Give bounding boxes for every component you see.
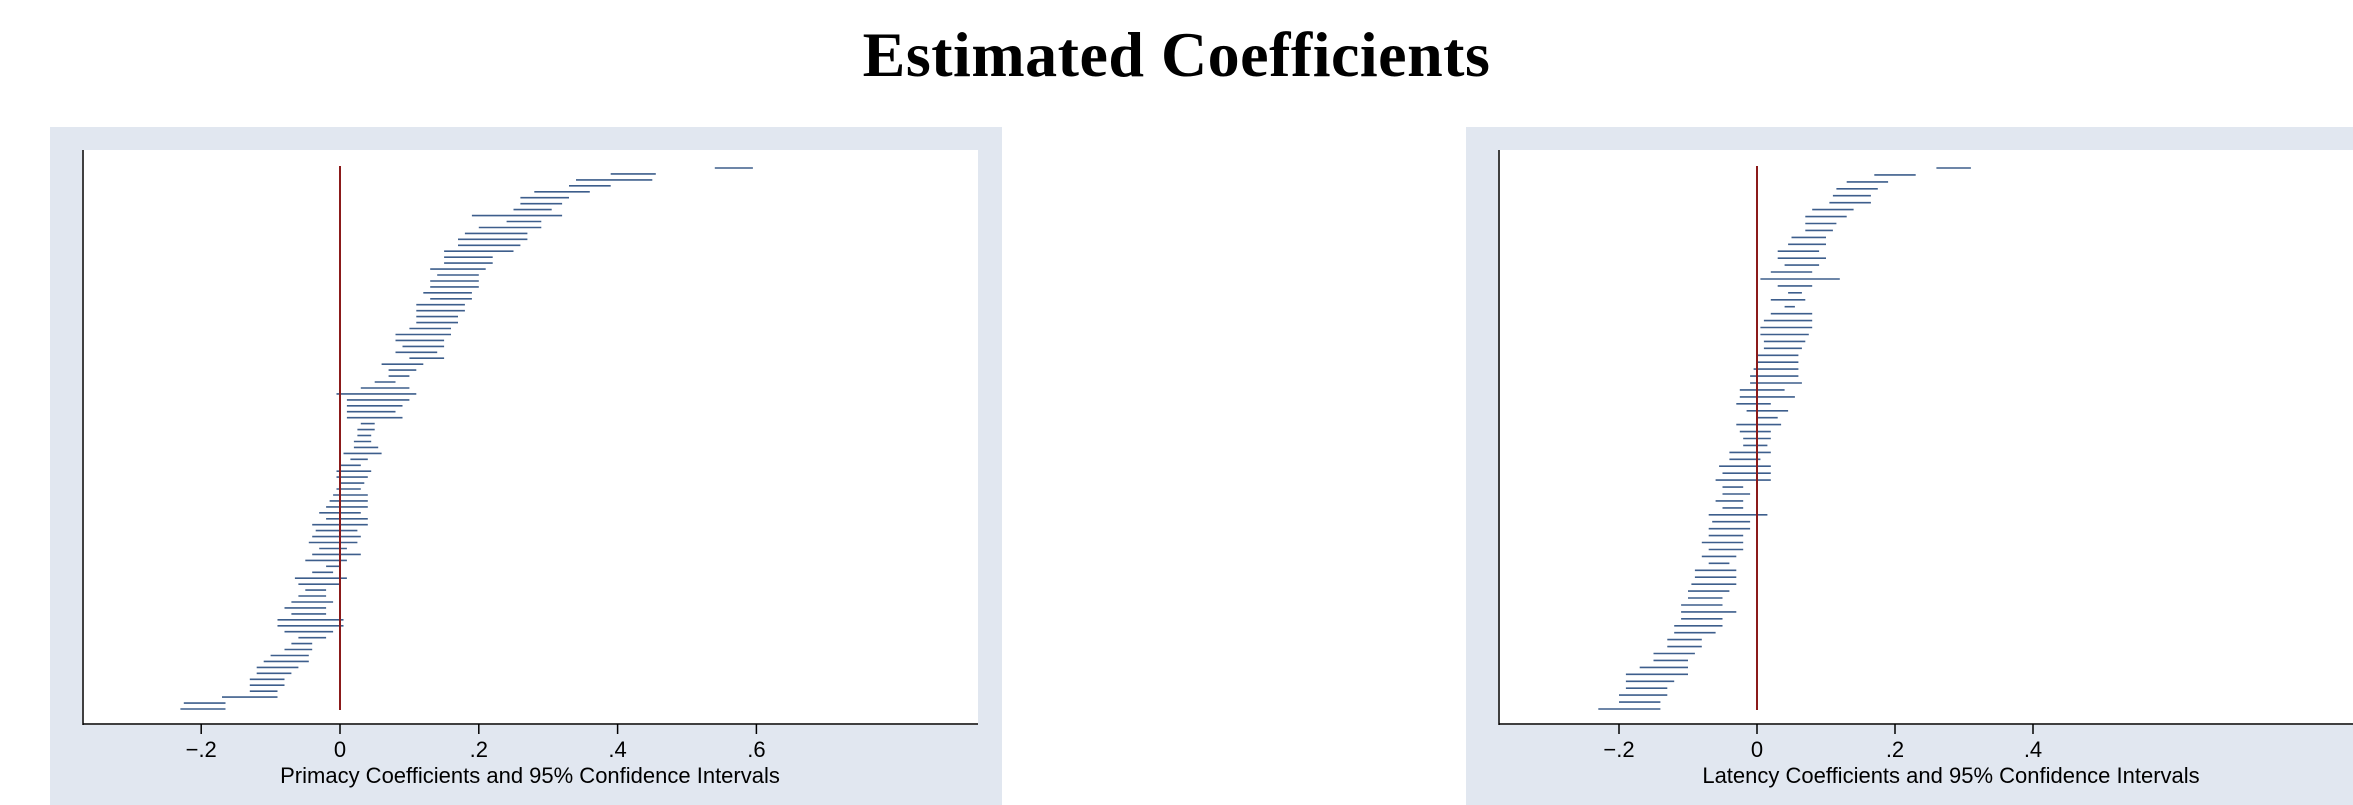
latency-coefficient-chart: −.2 0 .2 .4 Latency Coefficients and 95% Co…: [1466, 127, 2353, 805]
latency-x-tick-label: .2: [1886, 737, 1904, 762]
primacy-x-ticks: −.2 0 .2 .4 .6: [186, 724, 766, 762]
latency-x-tick-label: .4: [2024, 737, 2042, 762]
primacy-interval-group: [180, 167, 753, 710]
latency-plot-area: [1498, 150, 2353, 725]
primacy-plot-area: [82, 150, 978, 725]
latency-x-tick-label: 0: [1751, 737, 1763, 762]
primacy-x-axis-label: Primacy Coefficients and 95% Confidence …: [280, 763, 780, 788]
chart-title: Estimated Coefficients: [862, 19, 1491, 90]
primacy-coefficient-chart: −.2 0 .2 .4 .6 Primacy Coefficients and 95% …: [50, 127, 1002, 805]
latency-interval-group: [1598, 167, 1971, 710]
latency-x-tick-label: −.2: [1603, 737, 1634, 762]
primacy-x-tick-label: .4: [608, 737, 626, 762]
latency-x-axis-label: Latency Coefficients and 95% Confidence …: [1702, 763, 2199, 788]
latency-x-ticks: −.2 0 .2 .4: [1603, 724, 2042, 762]
primacy-x-tick-label: 0: [334, 737, 346, 762]
primacy-x-tick-label: .2: [470, 737, 488, 762]
primacy-x-tick-label: −.2: [186, 737, 217, 762]
primacy-x-tick-label: .6: [747, 737, 765, 762]
